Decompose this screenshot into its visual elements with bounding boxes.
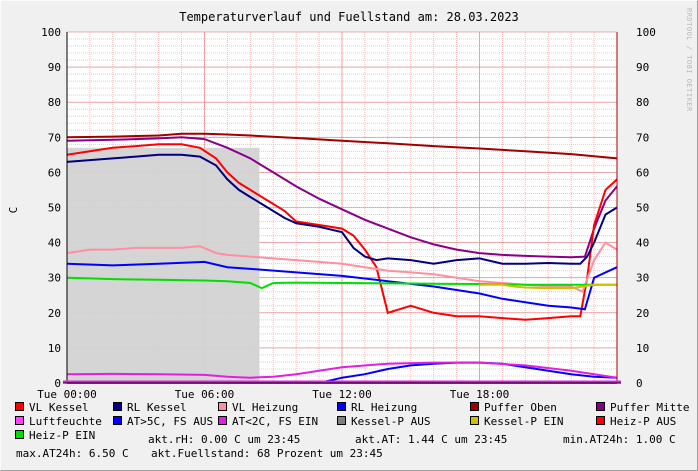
legend-label: Kessel-P AUS: [351, 415, 430, 428]
y-tick-label-left: 0: [54, 377, 61, 390]
legend-label: RL Heizung: [351, 401, 417, 414]
watermark: RRDTOOL / TOBI OETIKER: [685, 8, 693, 112]
y-tick-label-left: 70: [48, 131, 61, 144]
legend-label: AT>5C, FS AUS: [127, 415, 213, 428]
y-tick-label-right: 20: [636, 307, 649, 320]
y-tick-label-right: 100: [636, 26, 656, 39]
plot-area: 0 0 10 10 20 20 30 30 40 40 50 50 60 60 70 70 80 80 90 90 10…: [37, 26, 656, 401]
y-tick-label-right: 90: [636, 61, 649, 74]
y-tick-label-right: 70: [636, 131, 649, 144]
x-tick-label: Tue 12:00: [312, 388, 372, 401]
stat-min: min.AT24h: 1.00 C: [563, 433, 676, 446]
legend-swatch: [218, 402, 227, 411]
y-axis-label: C: [7, 207, 20, 214]
legend-label: Kessel-P EIN: [484, 415, 563, 428]
y-tick-label-left: 20: [48, 307, 61, 320]
legend-swatch: [596, 402, 605, 411]
y-tick-label-left: 50: [48, 202, 61, 215]
x-tick-label: Tue 00:00: [37, 388, 97, 401]
chart-title: Temperaturverlauf und Fuellstand am: 28.…: [179, 10, 519, 24]
stat-fuellstand: akt.Fuellstand: 68 Prozent um 23:45: [151, 447, 383, 460]
legend-swatch: [218, 416, 227, 425]
legend-label: VL Kessel: [29, 401, 89, 414]
legend-label: VL Heizung: [232, 401, 298, 414]
series-vl-kessel: [66, 143, 618, 321]
y-tick-label-right: 80: [636, 96, 649, 109]
y-tick-label-left: 100: [41, 26, 61, 39]
y-tick-label-right: 30: [636, 272, 649, 285]
y-tick-label-left: 90: [48, 61, 61, 74]
legend: VL Kessel RL Kessel VL Heizung RL Heizung Pu…: [15, 401, 689, 442]
y-tick-label-right: 0: [636, 377, 643, 390]
series-rl-kessel: [66, 153, 618, 265]
y-tick-label-right: 40: [636, 237, 649, 250]
legend-swatch: [337, 402, 346, 411]
legend-swatch: [113, 402, 122, 411]
stat-max: max.AT24h: 6.50 C: [16, 447, 129, 460]
legend-label: Heiz-P AUS: [610, 415, 676, 428]
y-tick-label-right: 60: [636, 166, 649, 179]
series-at-2c-fs-ein: [66, 361, 618, 379]
y-tick-label-left: 40: [48, 237, 61, 250]
y-tick-label-left: 60: [48, 166, 61, 179]
stat-at: akt.AT: 1.44 C um 23:45: [355, 433, 507, 446]
legend-label: Heiz-P EIN: [29, 429, 95, 442]
legend-label: Luftfeuchte: [29, 415, 102, 428]
y-tick-label-left: 10: [48, 342, 61, 355]
legend-swatch: [15, 430, 24, 439]
series-kessel-p-ein: [479, 283, 617, 290]
legend-swatch: [15, 416, 24, 425]
legend-label: Puffer Mitte: [610, 401, 689, 414]
y-tick-label-right: 10: [636, 342, 649, 355]
y-tick-label-right: 50: [636, 202, 649, 215]
stat-rh: akt.rH: 0.00 C um 23:45: [148, 433, 300, 446]
legend-swatch: [470, 402, 479, 411]
legend-swatch: [15, 402, 24, 411]
legend-label: Puffer Oben: [484, 401, 557, 414]
legend-swatch: [113, 416, 122, 425]
legend-swatch: [596, 416, 605, 425]
legend-swatch: [470, 416, 479, 425]
x-tick-label: Tue 18:00: [450, 388, 510, 401]
series-puffer-oben: [66, 132, 618, 160]
legend-swatch: [337, 416, 346, 425]
series-vl-heizung: [66, 241, 618, 294]
y-tick-label-left: 80: [48, 96, 61, 109]
series-puffer-mitte: [66, 136, 618, 259]
legend-label: RL Kessel: [127, 401, 187, 414]
x-tick-label: Tue 06:00: [175, 388, 235, 401]
y-tick-label-left: 30: [48, 272, 61, 285]
legend-label: AT<2C, FS EIN: [232, 415, 318, 428]
